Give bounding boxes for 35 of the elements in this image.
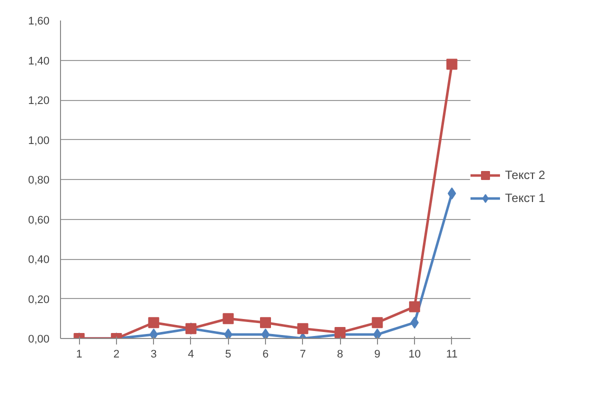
point <box>150 328 158 338</box>
point <box>409 301 420 312</box>
x-tick-label: 9 <box>374 348 380 360</box>
y-tick-label: 0,80 <box>28 174 50 186</box>
point <box>222 313 234 324</box>
point <box>297 323 308 334</box>
x-tick-label: 2 <box>113 348 120 360</box>
point <box>372 317 383 328</box>
point <box>446 58 458 70</box>
x-tick-label: 7 <box>300 348 306 360</box>
y-tick-label: 1,60 <box>28 16 50 28</box>
x-tick-label: 4 <box>188 348 194 360</box>
y-tick-label: 1,40 <box>28 55 50 68</box>
y-tick-label: 0,20 <box>28 294 50 306</box>
x-tick-label: 1 <box>76 348 82 360</box>
y-tick-label: 0,00 <box>28 334 50 346</box>
x-tick-label: 8 <box>336 348 344 360</box>
point <box>410 316 419 329</box>
x-tick-label: 3 <box>150 348 157 360</box>
x-tick-label: 11 <box>446 348 458 360</box>
point <box>260 317 271 328</box>
point <box>148 317 160 328</box>
point <box>261 328 270 338</box>
y-tick-label: 1,00 <box>28 134 50 147</box>
x-tick-label: 6 <box>262 348 269 360</box>
point <box>373 328 382 338</box>
x-tick-label: 10 <box>408 348 421 360</box>
legend-label: Текст 1 <box>505 191 546 205</box>
point <box>448 187 456 200</box>
y-tick-label: 0,60 <box>28 214 50 226</box>
x-tick-label: 5 <box>225 348 232 360</box>
legend-label: Текст 2 <box>505 168 546 182</box>
y-tick-label: 0,40 <box>28 254 50 266</box>
point <box>224 328 232 338</box>
y-tick-label: 1,20 <box>28 95 50 107</box>
